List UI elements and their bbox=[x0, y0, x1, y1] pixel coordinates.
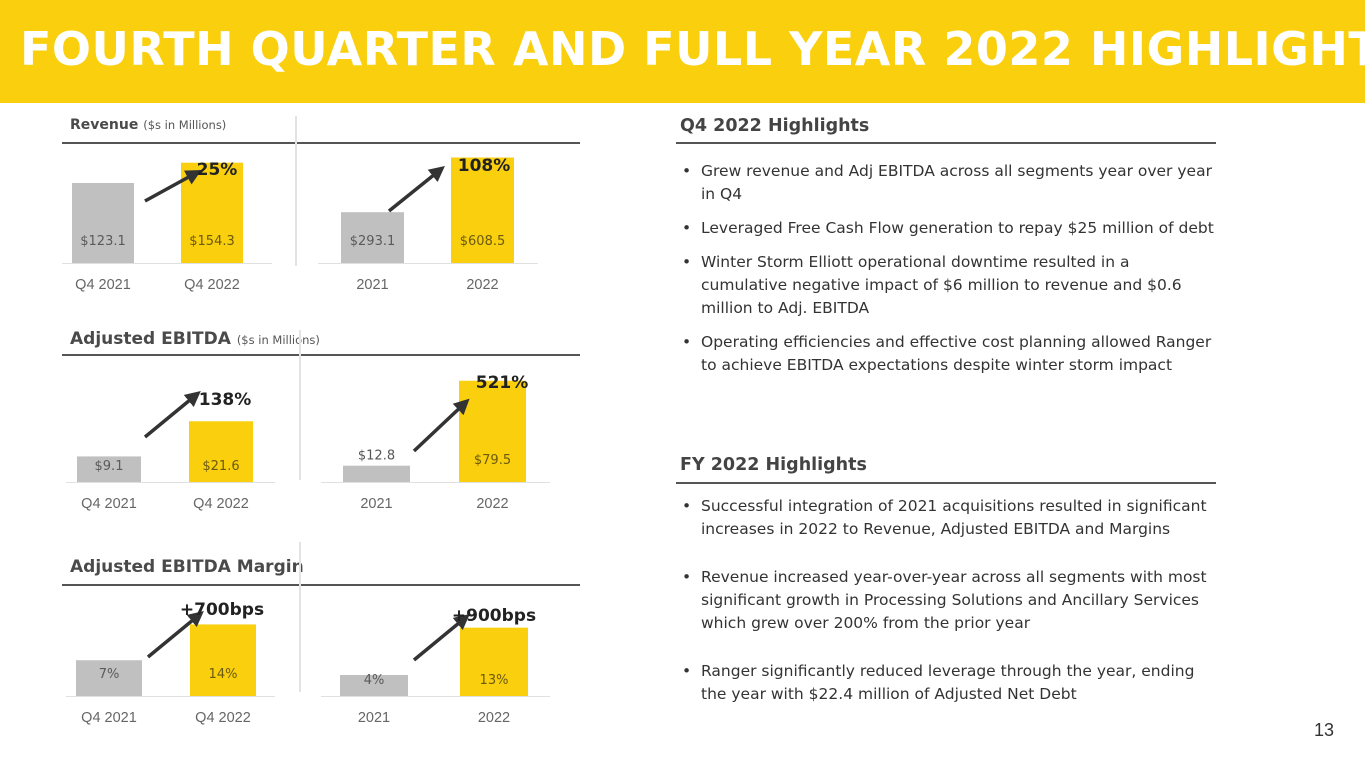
growth-label: 25% bbox=[197, 160, 238, 180]
margin-divider bbox=[299, 542, 301, 692]
category-label: Q4 2022 bbox=[193, 496, 249, 512]
bar-q4-2022 bbox=[189, 421, 253, 482]
category-label: Q4 2022 bbox=[184, 277, 240, 293]
bar-value-label: $9.1 bbox=[95, 459, 124, 474]
q4-bullet: Grew revenue and Adj EBITDA across all s… bbox=[680, 160, 1220, 206]
growth-arrow-icon bbox=[144, 169, 202, 203]
q4-bullet: Leveraged Free Cash Flow generation to r… bbox=[680, 217, 1220, 240]
growth-arrow-icon bbox=[412, 398, 470, 453]
revenue-rule bbox=[62, 142, 580, 144]
page-number: 13 bbox=[1314, 720, 1335, 740]
category-label: 2021 bbox=[360, 496, 392, 512]
q4-highlights-title: Q4 2022 Highlights bbox=[680, 116, 870, 136]
q4-highlights-list: Grew revenue and Adj EBITDA across all s… bbox=[680, 160, 1220, 377]
bar-q4-2021 bbox=[76, 660, 142, 696]
ebitda-rule bbox=[62, 354, 580, 356]
category-label: 2022 bbox=[478, 710, 510, 726]
bar-value-label: 4% bbox=[364, 673, 385, 688]
bar-value-label: 14% bbox=[209, 667, 238, 682]
category-label: Q4 2021 bbox=[81, 496, 137, 512]
category-label: 2021 bbox=[358, 710, 390, 726]
growth-arrow-icon bbox=[146, 610, 204, 659]
category-label: 2022 bbox=[476, 496, 508, 512]
growth-arrow-icon bbox=[143, 390, 201, 439]
title-banner: FOURTH QUARTER AND FULL YEAR 2022 HIGHLI… bbox=[0, 0, 1365, 103]
ebitda-divider bbox=[299, 330, 301, 480]
bar-2022 bbox=[460, 627, 528, 696]
growth-label: 138% bbox=[199, 390, 252, 410]
bar-value-label: $12.8 bbox=[358, 449, 395, 464]
charts-canvas: $123.1 Q4 2021 $154.3 Q4 2022 25% $293.1 2021 $… bbox=[62, 156, 550, 726]
bar-value-label: $293.1 bbox=[350, 234, 396, 249]
q4-highlights-rule bbox=[676, 142, 1216, 144]
category-label: 2021 bbox=[356, 277, 388, 293]
category-label: Q4 2021 bbox=[75, 277, 131, 293]
growth-arrow-icon bbox=[387, 166, 445, 213]
revenue-title-text: Revenue bbox=[70, 117, 139, 133]
q4-bullet: Winter Storm Elliott operational downtim… bbox=[680, 251, 1220, 320]
growth-label: 108% bbox=[458, 156, 511, 176]
category-label: Q4 2021 bbox=[81, 710, 137, 726]
bar-value-label: $79.5 bbox=[474, 453, 511, 468]
margin-title-text: Adjusted EBITDA Margin bbox=[70, 557, 304, 577]
page-title: FOURTH QUARTER AND FULL YEAR 2022 HIGHLI… bbox=[20, 22, 1365, 76]
bar-value-label: 7% bbox=[99, 667, 120, 682]
bar-2021 bbox=[341, 212, 404, 263]
bar-value-label: $123.1 bbox=[80, 234, 126, 249]
fy-bullet: Successful integration of 2021 acquisiti… bbox=[680, 495, 1220, 541]
growth-label: +700bps bbox=[180, 600, 264, 620]
revenue-section-title: Revenue ($s in Millions) bbox=[70, 117, 226, 133]
growth-arrow-icon bbox=[412, 613, 470, 662]
fy-highlights-list: Successful integration of 2021 acquisiti… bbox=[680, 495, 1220, 706]
ebitda-title-text: Adjusted EBITDA bbox=[70, 329, 231, 349]
bar-value-label: $608.5 bbox=[460, 234, 506, 249]
bar-2022 bbox=[459, 380, 526, 482]
growth-label: +900bps bbox=[452, 606, 536, 626]
margin-rule bbox=[62, 584, 580, 586]
fy-highlights-rule bbox=[676, 482, 1216, 484]
bar-value-label: 13% bbox=[480, 673, 509, 688]
q4-bullet: Operating efficiencies and effective cos… bbox=[680, 331, 1220, 377]
category-label: Q4 2022 bbox=[195, 710, 251, 726]
bar-q4-2021 bbox=[77, 456, 141, 482]
fy-highlights-title: FY 2022 Highlights bbox=[680, 455, 867, 475]
category-label: 2022 bbox=[466, 277, 498, 293]
bar-q4-2022 bbox=[190, 624, 256, 696]
bar-2021 bbox=[343, 465, 410, 482]
bar-value-label: $154.3 bbox=[189, 234, 235, 249]
margin-section-title: Adjusted EBITDA Margin bbox=[70, 557, 304, 577]
bar-2022 bbox=[451, 157, 514, 263]
bar-q4-2021 bbox=[72, 182, 134, 263]
bar-2021 bbox=[340, 674, 408, 696]
revenue-divider bbox=[295, 116, 297, 266]
fy-bullet: Revenue increased year-over-year across … bbox=[680, 566, 1220, 635]
revenue-unit: ($s in Millions) bbox=[143, 118, 227, 132]
bar-value-label: $21.6 bbox=[202, 459, 239, 474]
growth-label: 521% bbox=[476, 373, 529, 393]
fy-bullet: Ranger significantly reduced leverage th… bbox=[680, 660, 1220, 706]
